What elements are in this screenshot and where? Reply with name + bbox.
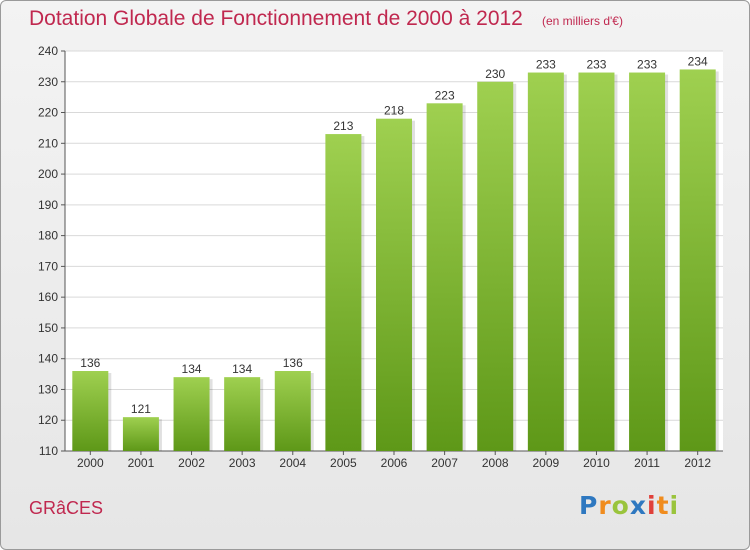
x-tick-label: 2006 — [381, 456, 408, 470]
bar — [173, 377, 210, 451]
x-tick-label: 2000 — [77, 456, 104, 470]
bar — [122, 417, 159, 451]
y-tick-label: 150 — [38, 321, 58, 335]
x-tick-label: 2011 — [634, 456, 660, 470]
bar-value-label: 233 — [536, 58, 556, 72]
bar-value-label: 230 — [485, 67, 505, 81]
x-tick-label: 2012 — [684, 456, 711, 470]
y-tick-label: 230 — [38, 75, 58, 89]
bar-value-label: 134 — [232, 362, 252, 376]
y-tick-label: 120 — [38, 413, 58, 427]
x-tick-label: 2007 — [431, 456, 458, 470]
y-tick-label: 110 — [39, 444, 58, 458]
proxiti-logo: Proxiti — [579, 491, 679, 520]
bar — [72, 371, 109, 451]
y-tick-label: 240 — [38, 44, 58, 58]
bar-value-label: 223 — [435, 88, 455, 102]
x-tick-label: 2005 — [330, 456, 357, 470]
bar — [426, 103, 463, 452]
x-tick-label: 2003 — [229, 456, 256, 470]
logo-letter: r — [598, 491, 612, 520]
x-tick-label: 2004 — [279, 456, 306, 470]
y-tick-label: 170 — [38, 259, 58, 273]
bar — [224, 377, 261, 451]
commune-name: GRâCES — [29, 498, 104, 518]
bar-value-label: 136 — [80, 356, 100, 370]
logo-letter: x — [629, 491, 647, 520]
logo-letter: i — [669, 491, 680, 520]
bar-value-label: 213 — [333, 119, 353, 133]
y-tick-label: 140 — [38, 352, 58, 366]
x-tick-label: 2009 — [532, 456, 559, 470]
x-tick-label: 2010 — [583, 456, 610, 470]
bar-value-label: 233 — [586, 58, 606, 72]
bar-value-label: 121 — [131, 402, 151, 416]
logo-letter: o — [611, 491, 630, 520]
y-tick-label: 220 — [38, 106, 58, 120]
x-tick-label: 2008 — [482, 456, 509, 470]
bar-value-label: 218 — [384, 104, 404, 118]
logo-letter: P — [579, 491, 599, 520]
y-tick-label: 190 — [38, 198, 58, 212]
x-tick-label: 2002 — [178, 456, 205, 470]
y-tick-label: 160 — [38, 290, 58, 304]
x-tick-label: 2001 — [128, 456, 155, 470]
bar — [477, 81, 514, 452]
bar-value-label: 136 — [283, 356, 303, 370]
bar — [629, 72, 666, 452]
bar-value-label: 234 — [688, 54, 708, 68]
y-tick-label: 130 — [38, 382, 58, 396]
y-tick-label: 180 — [38, 229, 58, 243]
bar — [578, 72, 615, 452]
bar-value-label: 233 — [637, 58, 657, 72]
y-tick-label: 210 — [38, 136, 58, 150]
chart-unit: (en milliers d'€) — [542, 14, 623, 28]
bar — [376, 118, 412, 451]
bar — [274, 371, 311, 451]
logo-letter: t — [656, 491, 670, 520]
bar — [325, 134, 362, 452]
y-tick-label: 200 — [38, 167, 58, 181]
bar — [527, 72, 564, 452]
chart-title: Dotation Globale de Fonctionnement de 20… — [29, 7, 523, 30]
bar — [679, 69, 716, 451]
logo-letter: i — [647, 491, 657, 520]
bar-value-label: 134 — [182, 362, 202, 376]
